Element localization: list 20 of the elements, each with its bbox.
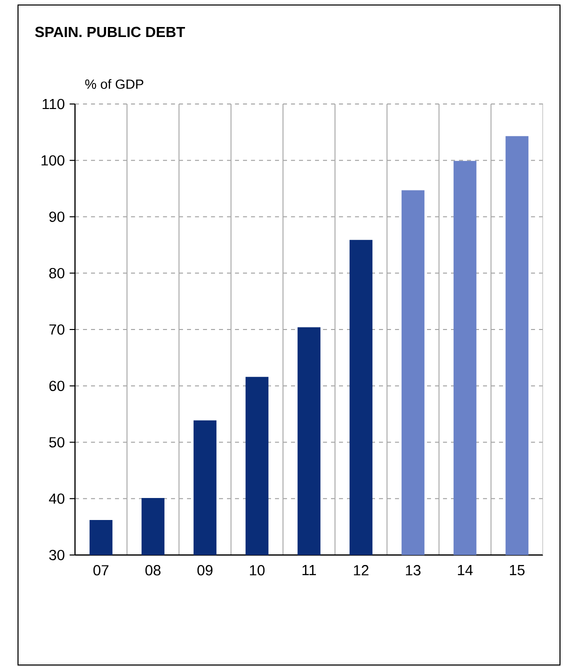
x-tick-label: 11 — [302, 565, 316, 576]
y-axis-title: % of GDP — [85, 79, 144, 89]
x-tick-label: 13 — [406, 565, 421, 576]
y-tick-label: 80 — [49, 268, 64, 278]
y-tick-label: 100 — [42, 155, 64, 166]
y-tick-label: 30 — [49, 550, 64, 560]
x-tick-label: 10 — [250, 565, 265, 576]
y-tick-label: 60 — [49, 380, 64, 392]
x-tick-label: 07 — [93, 565, 108, 576]
x-tick-label: 15 — [510, 565, 525, 576]
x-tick-label: 09 — [197, 565, 212, 576]
y-tick-label: 40 — [48, 493, 64, 504]
chart-title: SPAIN. PUBLIC DEBT — [35, 26, 186, 38]
y-tick-label: 50 — [49, 437, 64, 448]
y-tick-label: 70 — [49, 324, 64, 335]
x-tick-label: 14 — [458, 565, 473, 576]
y-tick-label: 110 — [42, 98, 64, 110]
y-tick-label: 90 — [49, 212, 64, 222]
x-tick-label: 12 — [354, 565, 368, 576]
x-tick-label: 08 — [145, 565, 161, 576]
